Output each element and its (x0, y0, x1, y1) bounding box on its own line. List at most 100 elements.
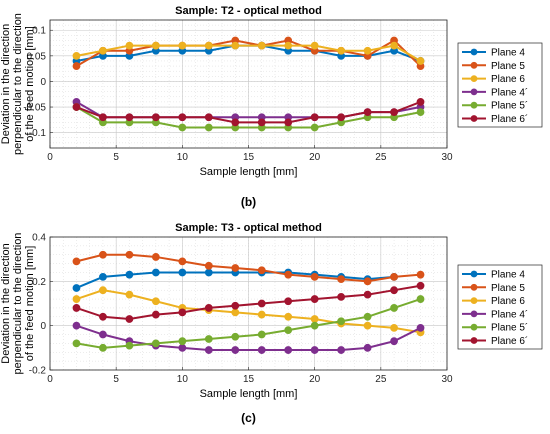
data-point (416, 57, 425, 65)
data-point (151, 310, 160, 319)
data-point (284, 41, 293, 50)
data-point (257, 118, 266, 127)
data-point (204, 41, 213, 50)
data-point (231, 264, 240, 272)
legend-label: Plane 6 (491, 296, 525, 307)
data-point (204, 335, 213, 343)
legend-swatch-marker (470, 48, 478, 56)
series-line (76, 44, 422, 62)
y-axis-label-line: perpendicular to the direction (12, 233, 24, 375)
y-tick-label: 0.05 (27, 51, 47, 62)
legend-label: Plane 4 (491, 270, 525, 281)
data-point (231, 301, 240, 310)
data-point (151, 268, 160, 277)
legend-swatch-marker (470, 323, 478, 331)
series-line (76, 284, 421, 321)
legend-label: Plane 4´ (491, 308, 528, 320)
legend-label: Plane 5´ (491, 100, 528, 112)
data-point (178, 257, 187, 266)
data-point (99, 46, 107, 55)
data-point (390, 286, 398, 295)
series-line (76, 253, 421, 283)
legend-item: Plane 4 (462, 270, 525, 281)
x-tick-label: 10 (177, 152, 189, 163)
y-axis-label-line: of the feed motion [mm] (24, 246, 36, 362)
x-tick-label: 15 (243, 152, 255, 163)
chart-title: Sample: T2 - optical method (175, 5, 322, 17)
data-point (310, 41, 319, 50)
data-point (151, 113, 160, 122)
legend-label: Plane 5 (491, 283, 525, 294)
data-point (337, 317, 346, 326)
series-plane6 (72, 41, 425, 65)
data-point (204, 123, 213, 132)
legend-item: Plane 5´ (462, 100, 528, 112)
y-axis-label-line: perpendicular to the direction (12, 13, 24, 155)
data-point (337, 292, 346, 301)
data-point (178, 123, 187, 132)
legend-swatch-marker (470, 75, 478, 82)
data-point (99, 312, 107, 321)
data-point (125, 270, 134, 279)
data-point (416, 281, 425, 290)
data-point (125, 341, 134, 350)
legend-swatch-marker (470, 337, 478, 344)
y-tick-label: -0.05 (23, 103, 46, 114)
data-point (178, 343, 187, 352)
data-point (72, 339, 81, 348)
data-point (363, 321, 372, 330)
legend-item: Plane 4´ (462, 86, 528, 98)
y-tick-label: 0.4 (32, 233, 46, 244)
data-point (257, 41, 266, 50)
data-point (204, 346, 213, 354)
data-point (337, 46, 346, 55)
y-axis-label-line: Deviation in the direction (0, 243, 12, 363)
data-point (204, 261, 213, 270)
legend-item: Plane 6 (462, 296, 525, 307)
y-tick-label: 0.2 (32, 277, 46, 288)
data-point (390, 273, 398, 281)
data-point (204, 268, 213, 277)
x-tick-label: 30 (441, 374, 453, 385)
data-point (72, 321, 81, 330)
legend-swatch-marker (470, 297, 478, 304)
legend-label: Plane 5 (491, 61, 525, 72)
x-tick-label: 25 (375, 152, 387, 163)
series-line (76, 100, 421, 124)
data-point (231, 41, 240, 50)
data-point (178, 268, 187, 277)
data-point (284, 346, 293, 354)
series-plane4b (72, 321, 425, 354)
data-point (363, 290, 372, 299)
data-point (416, 108, 425, 117)
legend-item: Plane 6´ (462, 113, 528, 125)
data-point (310, 315, 319, 323)
data-point (257, 310, 266, 319)
y-tick-label: 0 (40, 77, 46, 88)
legend-swatch-marker (470, 115, 478, 122)
legend-label: Plane 4 (491, 48, 525, 59)
legend-item: Plane 5´ (462, 322, 528, 334)
data-point (416, 98, 425, 106)
data-point (284, 326, 293, 335)
x-tick-label: 0 (47, 152, 53, 163)
data-point (310, 295, 319, 303)
legend-item: Plane 4´ (462, 308, 528, 320)
data-point (72, 103, 81, 111)
data-point (390, 304, 398, 312)
data-point (390, 41, 398, 50)
data-point (151, 253, 160, 261)
data-point (151, 41, 160, 50)
y-tick-label: 0 (40, 321, 46, 332)
legend-item: Plane 5 (462, 61, 525, 72)
data-point (390, 108, 398, 117)
x-tick-label: 5 (113, 152, 119, 163)
legend-swatch-marker (470, 270, 478, 278)
data-point (231, 118, 240, 127)
series-plane5b (72, 295, 425, 352)
x-tick-label: 20 (309, 374, 321, 385)
data-point (72, 295, 81, 303)
data-point (284, 312, 293, 321)
